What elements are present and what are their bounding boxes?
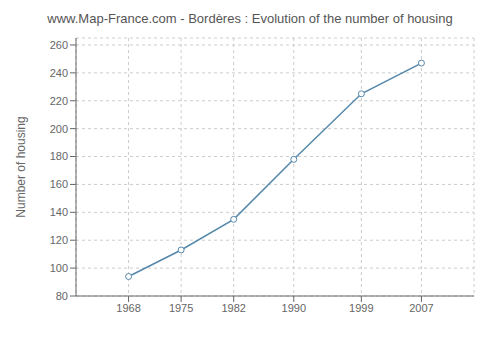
svg-text:120: 120 bbox=[50, 234, 68, 246]
svg-text:260: 260 bbox=[50, 39, 68, 51]
svg-text:1999: 1999 bbox=[349, 302, 373, 314]
svg-text:2007: 2007 bbox=[409, 302, 433, 314]
svg-text:1975: 1975 bbox=[169, 302, 193, 314]
svg-text:1982: 1982 bbox=[221, 302, 245, 314]
svg-text:80: 80 bbox=[56, 290, 68, 302]
svg-text:160: 160 bbox=[50, 178, 68, 190]
html-text:www.Map-France.com - Bordères: www.Map-France.com - Bordères : Evolutio… bbox=[47, 11, 453, 26]
svg-text:100: 100 bbox=[50, 262, 68, 274]
svg-text:180: 180 bbox=[50, 150, 68, 162]
svg-text:200: 200 bbox=[50, 123, 68, 135]
svg-text:140: 140 bbox=[50, 206, 68, 218]
svg-text:1968: 1968 bbox=[116, 302, 140, 314]
svg-text:1990: 1990 bbox=[282, 302, 306, 314]
svg-text:220: 220 bbox=[50, 95, 68, 107]
svg-text:240: 240 bbox=[50, 67, 68, 79]
svg-text:Number of housing: Number of housing bbox=[14, 116, 28, 217]
